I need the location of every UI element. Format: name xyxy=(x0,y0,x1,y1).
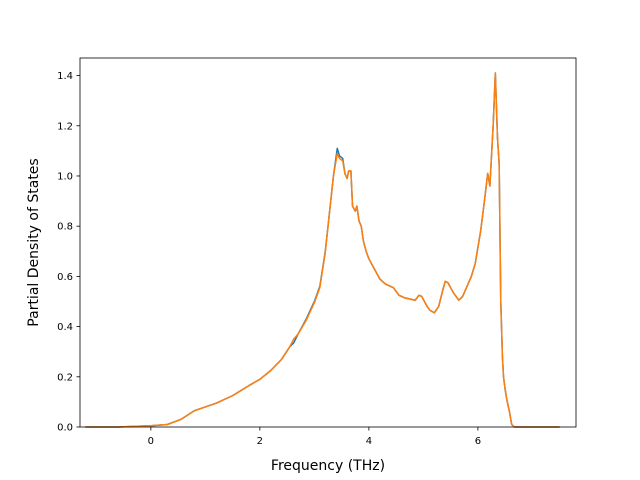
y-axis-title: Partial Density of States xyxy=(26,158,42,326)
x-tick-label: 4 xyxy=(366,436,372,447)
y-tick-label: 0.0 xyxy=(57,423,73,434)
y-axis-ticks: 0.0 0.2 0.4 0.6 0.8 1.0 1.2 1.4 xyxy=(57,71,80,434)
y-tick-label: 0.4 xyxy=(57,322,73,333)
y-tick-label: 1.2 xyxy=(57,121,73,132)
x-tick-label: 0 xyxy=(148,436,154,447)
x-tick-label: 2 xyxy=(257,436,263,447)
series-line-2 xyxy=(85,72,560,428)
y-tick-label: 0.6 xyxy=(57,272,73,283)
y-tick-label: 0.2 xyxy=(57,372,73,383)
x-axis-ticks: 0 2 4 6 xyxy=(148,427,481,447)
y-tick-label: 1.4 xyxy=(57,71,73,82)
y-tick-label: 0.8 xyxy=(57,222,73,233)
x-tick-label: 6 xyxy=(475,436,481,447)
x-axis-title: Frequency (THz) xyxy=(271,458,385,474)
axes-frame xyxy=(79,57,577,428)
series-layer xyxy=(85,72,560,428)
y-tick-label: 1.0 xyxy=(57,171,73,182)
